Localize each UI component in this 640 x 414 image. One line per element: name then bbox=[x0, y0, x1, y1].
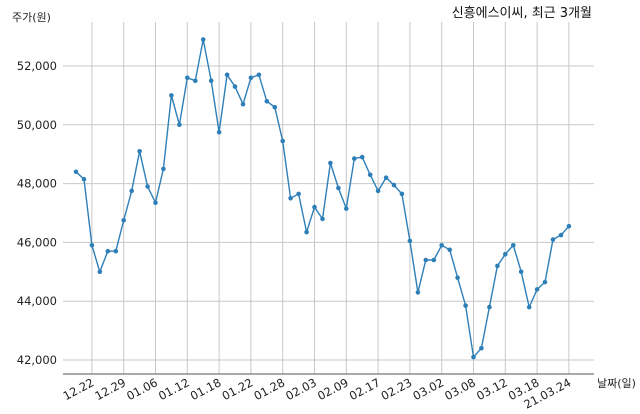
x-tick-label: 01.22 bbox=[220, 375, 256, 403]
data-point bbox=[383, 175, 389, 180]
data-point bbox=[113, 248, 119, 254]
data-point bbox=[169, 93, 174, 98]
data-point bbox=[224, 72, 230, 78]
y-tick-label: 48,000 bbox=[17, 177, 57, 191]
data-point bbox=[495, 263, 500, 269]
data-point bbox=[511, 243, 516, 248]
data-point bbox=[479, 345, 484, 351]
data-point bbox=[232, 84, 238, 89]
data-point bbox=[439, 243, 445, 248]
data-point bbox=[193, 78, 198, 83]
y-tick-label: 46,000 bbox=[17, 235, 57, 249]
data-point bbox=[463, 303, 468, 308]
data-point bbox=[129, 188, 134, 194]
data-point bbox=[312, 204, 317, 210]
y-axis-title: 주가(원) bbox=[12, 11, 51, 24]
x-tick-label: 12.29 bbox=[92, 375, 128, 403]
chart-title: 신흥에스이씨, 최근 3개월 bbox=[452, 6, 592, 21]
data-point bbox=[542, 279, 548, 285]
data-point bbox=[320, 216, 325, 222]
data-point bbox=[399, 191, 405, 197]
price-series-line bbox=[75, 39, 570, 359]
data-point bbox=[415, 290, 421, 295]
data-point bbox=[121, 218, 126, 223]
x-tick-label: 02.09 bbox=[315, 375, 351, 403]
data-point bbox=[89, 243, 95, 248]
y-tick-label: 52,000 bbox=[17, 59, 57, 73]
data-point bbox=[97, 269, 103, 275]
data-point bbox=[431, 257, 437, 263]
data-point bbox=[105, 248, 111, 254]
data-point bbox=[367, 172, 373, 178]
x-tick-label: 01.28 bbox=[251, 375, 287, 403]
x-tick-label: 03.12 bbox=[474, 375, 510, 403]
data-point bbox=[328, 160, 333, 166]
x-tick-label: 03.08 bbox=[442, 375, 478, 403]
y-tick-label: 50,000 bbox=[17, 118, 57, 132]
price-points bbox=[73, 37, 572, 360]
data-point bbox=[550, 237, 556, 242]
x-tick-label: 01.18 bbox=[188, 375, 224, 403]
data-point bbox=[407, 238, 413, 244]
data-point bbox=[153, 200, 158, 205]
data-point bbox=[566, 223, 572, 229]
data-point bbox=[471, 354, 476, 360]
data-point bbox=[344, 206, 349, 211]
x-tick-label: 01.06 bbox=[124, 375, 160, 403]
y-tick-label: 44,000 bbox=[17, 294, 57, 308]
data-point bbox=[161, 166, 166, 172]
data-point bbox=[145, 184, 150, 189]
y-tick-labels: 42,000 44,000 46,000 48,000 50,000 52,000 bbox=[17, 59, 57, 367]
x-tick-label: 02.03 bbox=[283, 375, 319, 403]
data-point bbox=[288, 196, 293, 201]
data-point bbox=[185, 75, 190, 81]
data-point bbox=[391, 182, 397, 188]
data-point bbox=[558, 232, 564, 238]
data-point bbox=[208, 78, 214, 83]
data-point bbox=[518, 269, 524, 275]
data-point bbox=[534, 287, 540, 292]
data-point bbox=[455, 275, 460, 281]
x-axis-title: 날짜(일) bbox=[597, 376, 636, 390]
data-point bbox=[359, 154, 365, 160]
x-tick-label: 12.22 bbox=[61, 375, 97, 403]
x-tick-label: 01.12 bbox=[156, 375, 192, 403]
data-point bbox=[423, 257, 429, 263]
data-point bbox=[487, 304, 492, 310]
data-point bbox=[503, 251, 508, 257]
x-tick-labels: 12.2212.2901.0601.1201.1801.2201.2802.03… bbox=[61, 375, 574, 411]
data-point bbox=[137, 149, 142, 154]
data-point bbox=[526, 304, 532, 310]
data-point bbox=[352, 156, 357, 161]
data-point bbox=[200, 37, 206, 42]
data-point bbox=[375, 188, 381, 194]
data-point bbox=[296, 191, 301, 197]
x-tick-label: 02.17 bbox=[347, 375, 383, 403]
data-point bbox=[216, 129, 222, 135]
data-point bbox=[447, 247, 453, 253]
data-point bbox=[336, 185, 341, 191]
data-point bbox=[264, 99, 270, 104]
data-point bbox=[73, 169, 79, 175]
x-tick-label: 03.02 bbox=[410, 375, 446, 403]
data-point bbox=[256, 72, 262, 78]
grid bbox=[63, 22, 594, 374]
data-point bbox=[177, 122, 182, 128]
x-tick-label: 02.23 bbox=[379, 375, 415, 403]
data-point bbox=[248, 75, 254, 81]
data-point bbox=[272, 104, 278, 110]
data-point bbox=[81, 176, 87, 182]
data-point bbox=[304, 229, 309, 235]
y-tick-label: 42,000 bbox=[17, 353, 57, 367]
data-point bbox=[240, 101, 246, 107]
data-point bbox=[280, 138, 286, 144]
